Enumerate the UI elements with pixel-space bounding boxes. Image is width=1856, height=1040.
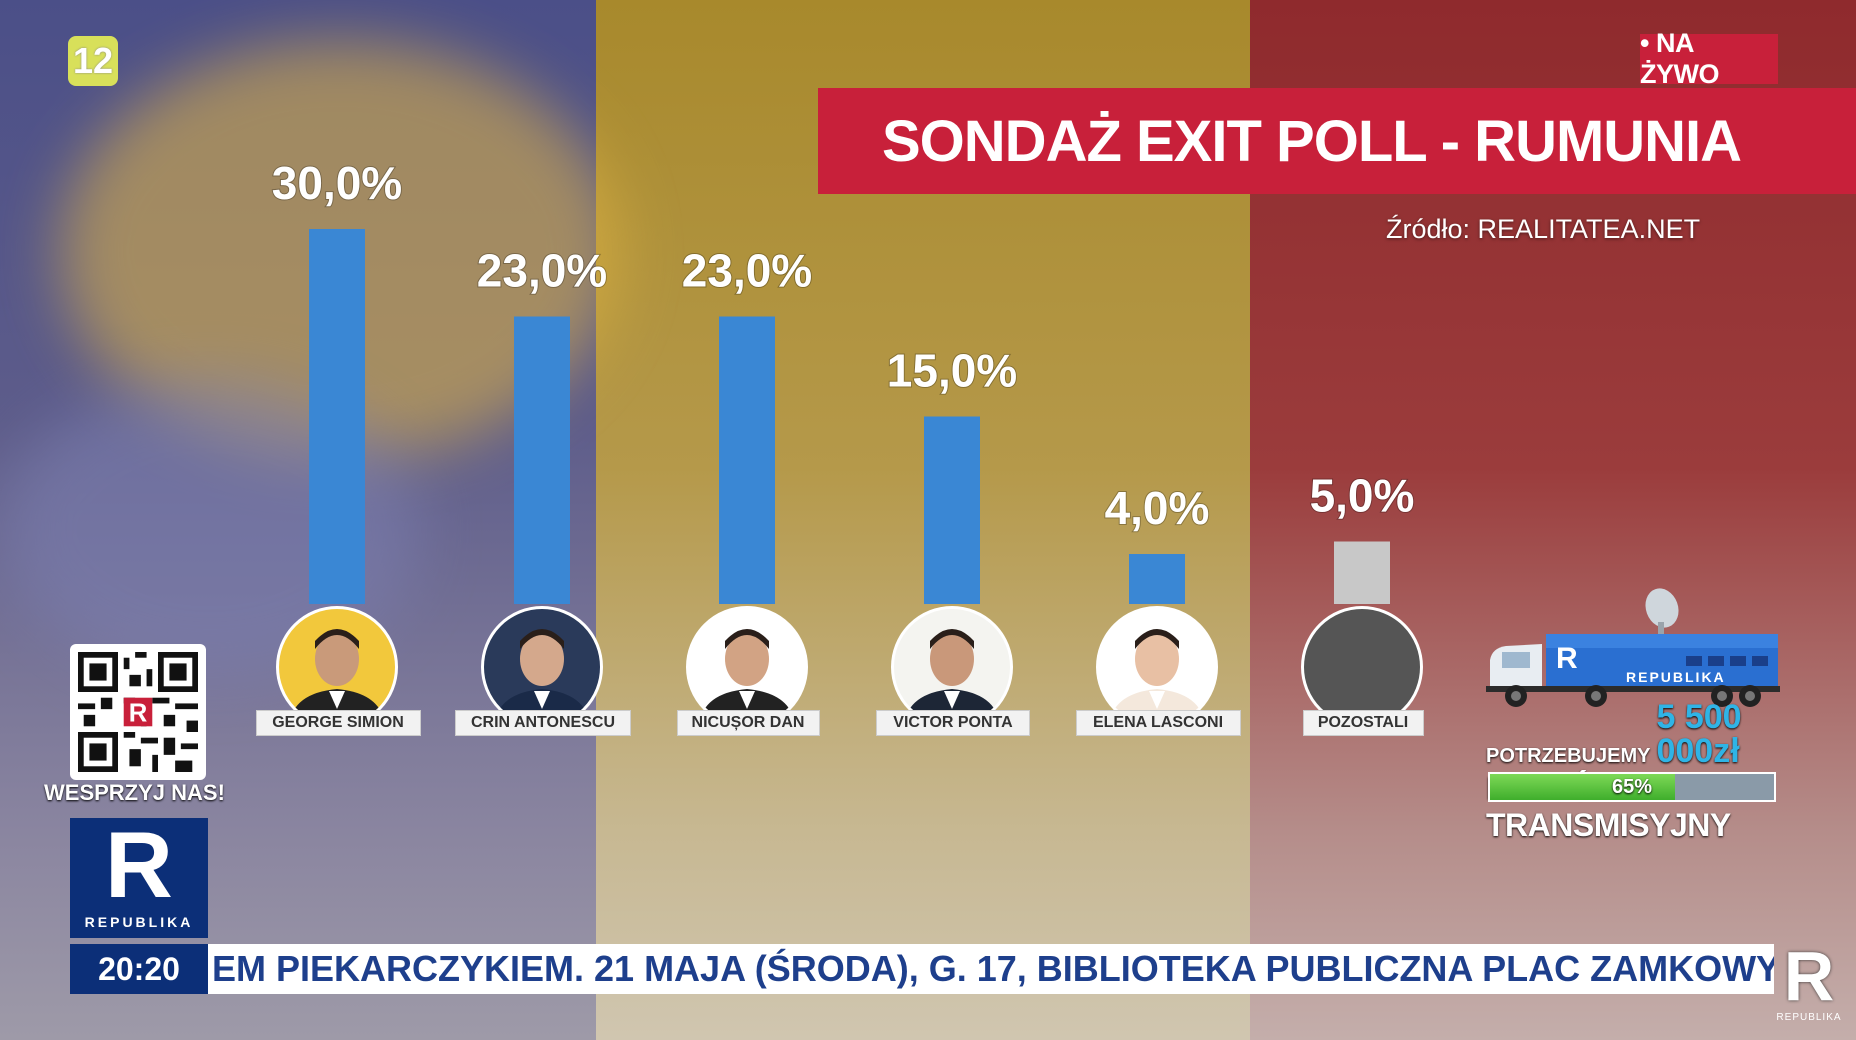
corner-logo-letter: R — [1783, 937, 1835, 1015]
candidate-name-label: VICTOR PONTA — [876, 710, 1030, 736]
progress-label: 65% — [1611, 775, 1653, 798]
republika-logo: R REPUBLIKA — [70, 818, 208, 938]
bar-value-label: 5,0% — [1310, 470, 1415, 522]
corner-logo-subtitle: REPUBLIKA — [1776, 1012, 1842, 1023]
svg-text:R: R — [1556, 642, 1578, 675]
chart-title: SONDAŻ EXIT POLL - RUMUNIA — [882, 108, 1742, 174]
qr-code-icon[interactable]: R — [70, 644, 206, 780]
logo-letter: R — [105, 812, 173, 917]
fundraiser-progress-bar: 65% — [1488, 772, 1776, 802]
corner-logo: R REPUBLIKA — [1772, 940, 1846, 1026]
logo-subtitle: REPUBLIKA — [84, 914, 194, 930]
bar-value-label: 15,0% — [887, 345, 1017, 397]
fundraiser-amount: 5 500 000zł — [1656, 698, 1742, 770]
bar-1 — [514, 316, 570, 604]
candidate-name-label: POZOSTALI — [1302, 710, 1424, 736]
news-ticker: EM PIEKARCZYKIEM. 21 MAJA (ŚRODA), G. 17… — [208, 944, 1774, 994]
progress-fill — [1490, 774, 1675, 800]
bar-value-label: 23,0% — [682, 245, 812, 297]
bar-value-label: 30,0% — [272, 157, 402, 209]
candidate-name-label: ELENA LASCONI — [1075, 710, 1241, 736]
broadcast-truck-icon: REPUBLIKA R — [1486, 588, 1780, 707]
bar-3 — [924, 416, 980, 604]
candidate-avatar — [481, 606, 603, 728]
candidate-name-label: GEORGE SIMION — [255, 710, 421, 736]
svg-text:R: R — [129, 700, 148, 728]
qr-code-graphic: R — [78, 652, 198, 772]
bar-0 — [309, 229, 365, 604]
fundraiser-prefix: POTRZEBUJEMY — [1486, 745, 1651, 767]
support-label: WESPRZYJ NAS! — [44, 780, 225, 805]
clock: 20:20 — [70, 944, 208, 994]
ticker-text: EM PIEKARCZYKIEM. 21 MAJA (ŚRODA), G. 17… — [212, 948, 1774, 989]
source-label: Źródło: REALITATEA.NET — [1386, 214, 1701, 244]
title-bar: SONDAŻ EXIT POLL - RUMUNIA — [818, 88, 1856, 194]
bar-5 — [1334, 541, 1390, 604]
bar-value-label: 23,0% — [477, 245, 607, 297]
bar-4 — [1129, 554, 1185, 604]
bar-2 — [719, 316, 775, 604]
channel-number-badge: 12 — [68, 36, 118, 86]
bar-value-label: 4,0% — [1105, 482, 1210, 534]
candidate-name-label: CRIN ANTONESCU — [455, 710, 631, 736]
candidate-name-label: NICUȘOR DAN — [676, 710, 820, 736]
truck-label: REPUBLIKA — [1626, 669, 1726, 685]
